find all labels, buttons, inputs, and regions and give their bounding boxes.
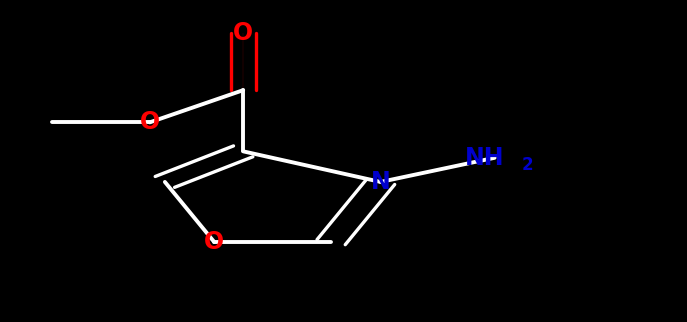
Text: 2: 2 [522, 156, 533, 174]
Text: N: N [371, 170, 390, 194]
Text: O: O [139, 110, 160, 134]
Text: O: O [233, 21, 254, 45]
Text: O: O [204, 230, 225, 254]
Text: NH: NH [464, 146, 504, 170]
